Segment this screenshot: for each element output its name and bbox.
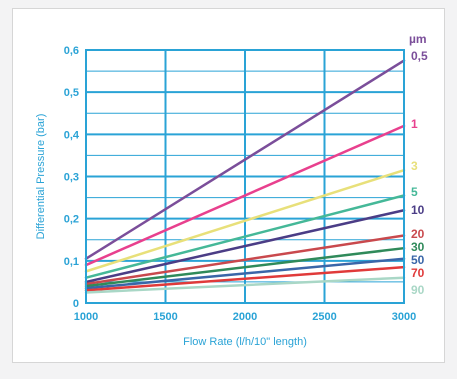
plot-border (85, 49, 405, 304)
y-tick-labels: 0 0,1 0,2 0,3 0,4 0,5 0,6 (64, 45, 80, 310)
x-tick-label: 2500 (312, 311, 336, 323)
series-label: 5 (411, 185, 418, 199)
series-line (84, 124, 406, 267)
x-tick-label: 1000 (74, 311, 98, 323)
series-label: 70 (411, 266, 425, 280)
series-line (84, 246, 406, 288)
series-label: 10 (411, 203, 425, 217)
series-label: 50 (411, 253, 425, 267)
x-tick-labels: 1000 1500 2000 2500 3000 (74, 311, 416, 323)
y-tick-label: 0,6 (64, 45, 79, 57)
y-tick-label: 0,1 (64, 256, 79, 268)
unit-label: µm (409, 32, 427, 46)
series-label: 90 (411, 283, 425, 297)
series-label: 3 (411, 159, 418, 173)
x-axis-title: Flow Rate (l/h/10" length) (183, 336, 307, 348)
series-line (84, 208, 406, 284)
x-tick-label: 2000 (233, 311, 257, 323)
y-tick-label: 0,5 (64, 87, 79, 99)
x-tick-label: 1500 (153, 311, 177, 323)
series-line (84, 194, 406, 279)
series-line (84, 276, 406, 294)
y-tick-label: 0 (73, 298, 79, 310)
series-label: 1 (411, 117, 418, 131)
y-tick-label: 0,2 (64, 214, 79, 226)
y-tick-label: 0,3 (64, 172, 79, 184)
y-tick-label: 0,4 (64, 129, 80, 141)
series-line (84, 265, 406, 292)
series-label: 20 (411, 227, 425, 241)
series-lines (84, 59, 406, 294)
series-label: 0,5 (411, 49, 428, 63)
series-line (84, 168, 406, 273)
y-axis-title: Differential Pressure (bar) (35, 114, 47, 240)
x-tick-label: 3000 (392, 311, 416, 323)
series-label: 30 (411, 240, 425, 254)
series-line (84, 257, 406, 290)
series-line (84, 59, 406, 260)
series-line (84, 234, 406, 286)
